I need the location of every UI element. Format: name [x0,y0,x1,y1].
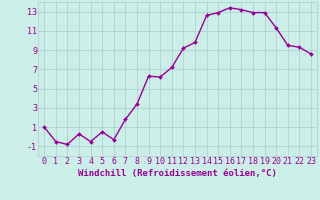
X-axis label: Windchill (Refroidissement éolien,°C): Windchill (Refroidissement éolien,°C) [78,169,277,178]
